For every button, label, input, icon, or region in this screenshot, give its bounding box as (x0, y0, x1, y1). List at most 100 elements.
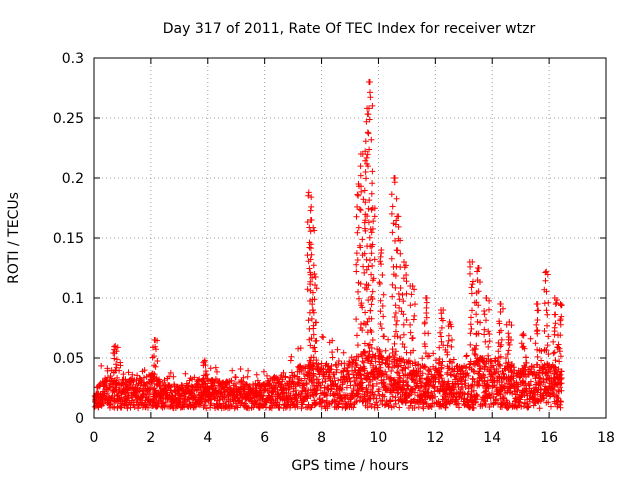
data-point (547, 368, 554, 375)
data-point (466, 361, 473, 368)
data-point (294, 403, 301, 410)
data-point (376, 386, 382, 393)
data-point (368, 136, 375, 143)
data-point (306, 265, 313, 272)
data-point (506, 334, 512, 340)
data-point (111, 355, 118, 362)
data-point (468, 290, 475, 297)
x-tick-label: 12 (426, 430, 444, 446)
data-point (555, 332, 561, 339)
data-point (354, 229, 361, 236)
data-point (399, 341, 406, 347)
data-point (518, 340, 525, 347)
data-point (203, 371, 210, 378)
data-point (556, 348, 563, 355)
data-point (412, 359, 418, 366)
data-point (377, 253, 384, 260)
data-point (357, 244, 364, 251)
data-point (557, 301, 564, 307)
data-point (368, 301, 375, 308)
data-point (359, 236, 366, 243)
data-point (507, 388, 514, 394)
data-point (544, 311, 551, 318)
data-point (428, 404, 435, 410)
data-point (379, 272, 386, 278)
data-point (468, 284, 475, 291)
data-point (244, 373, 251, 380)
data-point (473, 330, 480, 337)
data-point (463, 352, 470, 359)
data-point (329, 337, 336, 344)
data-point (444, 363, 451, 370)
data-point (527, 335, 534, 342)
data-point (304, 392, 311, 399)
data-point (134, 372, 141, 379)
data-point (125, 389, 131, 396)
data-point (407, 302, 414, 309)
data-point (287, 392, 294, 399)
data-point (308, 251, 315, 258)
data-point (361, 269, 368, 276)
data-point (322, 378, 329, 385)
data-point (380, 333, 387, 340)
data-point (372, 352, 379, 359)
data-point (467, 341, 474, 348)
data-point (467, 330, 474, 337)
data-point (365, 282, 372, 289)
y-axis-label: ROTI / TECUs (6, 192, 22, 284)
data-point (362, 169, 369, 175)
data-point (361, 187, 368, 194)
data-point (305, 317, 312, 324)
data-point (469, 394, 476, 401)
data-point (534, 346, 541, 353)
data-point (354, 203, 361, 210)
data-point (446, 385, 453, 392)
data-point (367, 371, 374, 378)
data-point (378, 379, 385, 386)
data-point (400, 331, 407, 338)
data-point (369, 241, 376, 248)
data-point (411, 312, 418, 319)
data-point (444, 349, 451, 356)
data-point (421, 341, 428, 347)
data-point (438, 333, 445, 340)
data-point (393, 263, 400, 270)
data-point (544, 376, 550, 383)
data-point (400, 275, 407, 282)
data-point (370, 218, 377, 225)
data-point (313, 357, 320, 364)
data-point (445, 332, 452, 339)
data-point (391, 314, 398, 320)
data-point (411, 371, 418, 378)
data-point (541, 328, 548, 334)
data-point (376, 347, 383, 353)
data-point (310, 325, 317, 332)
data-point (463, 363, 470, 370)
data-point (493, 397, 500, 404)
data-point (102, 377, 109, 384)
data-point (388, 191, 395, 198)
data-point (357, 280, 364, 287)
data-point (363, 175, 369, 182)
data-point (264, 372, 270, 379)
data-point (280, 369, 287, 376)
data-point (386, 361, 393, 367)
data-point (363, 118, 370, 125)
x-tick-label: 18 (597, 430, 615, 446)
data-point (307, 278, 314, 285)
data-point (369, 180, 376, 187)
data-point (483, 383, 490, 390)
data-point (364, 151, 371, 158)
data-point (421, 363, 428, 370)
data-point (305, 192, 312, 199)
data-point (392, 272, 399, 279)
data-point (368, 315, 375, 322)
data-point (551, 324, 558, 331)
data-point (402, 391, 409, 398)
data-point (400, 356, 407, 363)
data-point (474, 277, 481, 284)
data-point (498, 327, 504, 334)
data-point (339, 386, 345, 393)
data-point (396, 404, 403, 411)
